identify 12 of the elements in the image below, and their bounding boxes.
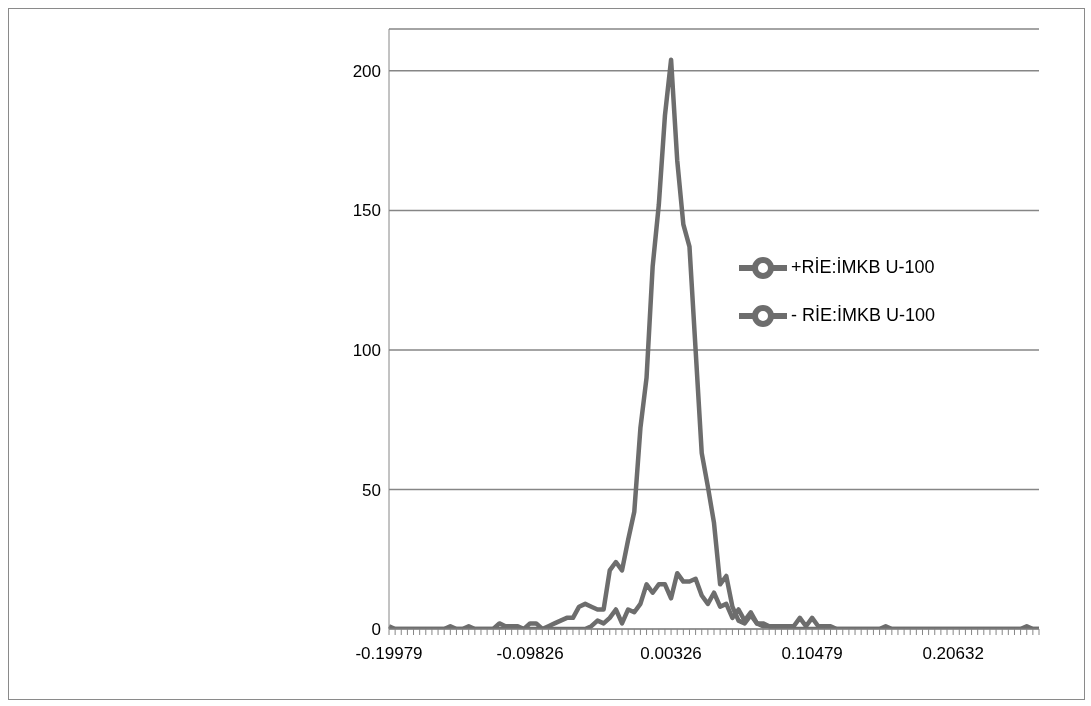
- legend-label: - RİE:İMKB U-100: [791, 304, 936, 325]
- x-tick-label: -0.09826: [496, 644, 564, 664]
- y-tick-label: 150: [352, 201, 381, 221]
- y-tick-label: 100: [352, 340, 381, 360]
- x-tick-label: -0.19979: [355, 644, 423, 664]
- x-tick-label: 0.10479: [781, 644, 843, 664]
- y-tick-label: 50: [362, 480, 381, 500]
- x-tick-label: 0.00326: [640, 644, 702, 664]
- y-tick-label: 0: [371, 620, 381, 640]
- x-tick-label: 0.20632: [922, 644, 984, 664]
- legend-label: +RİE:İMKB U-100: [791, 256, 935, 277]
- y-tick-label: 200: [352, 61, 381, 81]
